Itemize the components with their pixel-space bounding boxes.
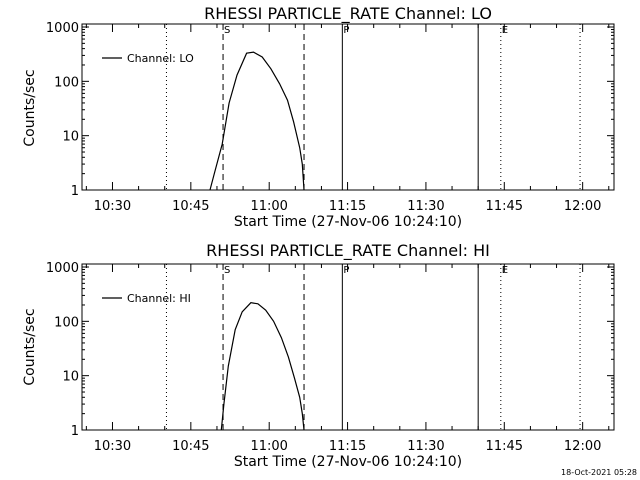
panel-2-series-line-0: [220, 302, 305, 431]
panel-1-y-tick-label-3: 1000: [46, 21, 79, 36]
panel-1-ylabel: Counts/sec: [22, 69, 38, 146]
panel-2-title: RHESSI PARTICLE_RATE Channel: HI: [206, 241, 490, 261]
panel-1-y-tick-label-1: 10: [62, 130, 79, 145]
panel-1-x-tick-label-3: 11:15: [329, 199, 366, 214]
panel-1-chart: S P E 1 10 100 1000 10:30 10:45 11:00 11:15 11:30 11…: [46, 21, 615, 214]
panel-2-y-tick-label-2: 100: [54, 315, 79, 330]
panel-1-x-tick-label-2: 11:00: [250, 199, 287, 214]
panel-2-xlabel: Start Time (27-Nov-06 10:24:10): [234, 454, 462, 470]
panel-2-marker-label-e: E: [502, 265, 508, 276]
panel-2-x-tick-label-5: 11:45: [486, 439, 523, 454]
panel-1-marker-label-e: E: [502, 25, 508, 36]
panel-2-x-tick-label-0: 10:30: [94, 439, 131, 454]
panel-1-y-tick-label-0: 1: [71, 184, 79, 199]
panel-2-ylabel: Counts/sec: [22, 308, 38, 385]
panel-2-y-tick-label-3: 1000: [46, 261, 79, 276]
panel-1-y-tick-label-2: 100: [54, 75, 79, 90]
panel-1-title: RHESSI PARTICLE_RATE Channel: LO: [204, 4, 492, 24]
panel-1-x-tick-label-0: 10:30: [94, 199, 131, 214]
panel-1-marker-label-p: P: [343, 25, 349, 36]
panel-2-y-tick-label-0: 1: [71, 424, 79, 439]
panel-2-x-tick-label-2: 11:00: [250, 439, 287, 454]
panel-2-legend-label-0: Channel: HI: [127, 292, 191, 305]
panel-2-x-tick-label-1: 10:45: [172, 439, 209, 454]
panel-1-marker-label-s: S: [224, 25, 230, 36]
panel-1-x-tick-label-1: 10:45: [172, 199, 209, 214]
panel-2-chart: S P E 1 10 100 1000 10:30 10:45 11:00 11:15 11:30 11…: [46, 261, 615, 454]
panel-2-x-tick-label-4: 11:30: [407, 439, 444, 454]
panel-1-xlabel: Start Time (27-Nov-06 10:24:10): [234, 214, 462, 230]
panel-1-x-tick-label-4: 11:30: [407, 199, 444, 214]
panel-1-series-line-0: [209, 51, 305, 191]
panel-2-x-tick-label-3: 11:15: [329, 439, 366, 454]
panel-2-marker-label-p: P: [343, 265, 349, 276]
footer-timestamp: 18-Oct-2021 05:28: [561, 468, 637, 477]
panel-1-legend-label-0: Channel: LO: [127, 52, 194, 65]
panel-2-marker-label-s: S: [224, 265, 230, 276]
panel-1-x-tick-label-5: 11:45: [486, 199, 523, 214]
panel-2-x-tick-label-6: 12:00: [564, 439, 601, 454]
panel-2-y-tick-label-1: 10: [62, 370, 79, 385]
panel-1-x-tick-label-6: 12:00: [564, 199, 601, 214]
